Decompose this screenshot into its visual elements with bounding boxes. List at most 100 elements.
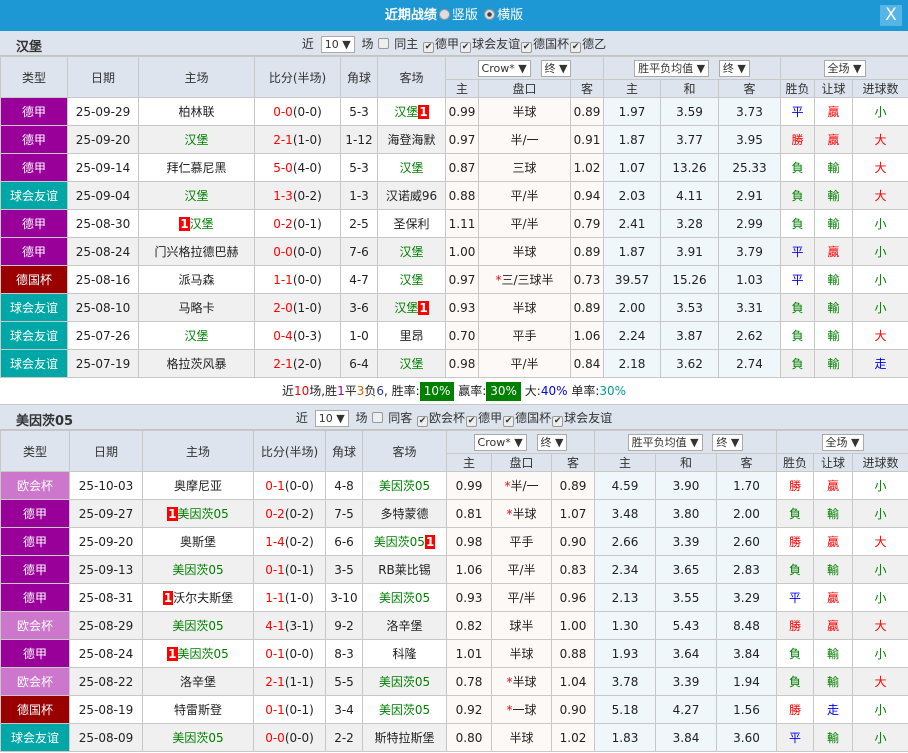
away-team-name[interactable]: 美因茨05 xyxy=(378,675,431,689)
score[interactable]: 1-4(0-2) xyxy=(253,527,326,556)
away-team-name[interactable]: 美因茨05 xyxy=(378,591,431,605)
away-team[interactable]: 汉堡1 xyxy=(377,97,446,126)
away-team-name[interactable]: 海登海默 xyxy=(387,133,436,147)
home-team[interactable]: 美因茨05 xyxy=(142,555,254,584)
away-team-name[interactable]: 美因茨05 xyxy=(378,703,431,717)
match-count-select[interactable]: 10 ▼ xyxy=(314,410,349,427)
league-type[interactable]: 欧会杯 xyxy=(0,611,70,640)
odds-state-select[interactable]: 终 ▼ xyxy=(712,433,744,451)
league-type[interactable]: 球会友谊 xyxy=(0,723,70,752)
company-select[interactable]: Crow* ▼ xyxy=(477,59,531,77)
score[interactable]: 0-1(0-1) xyxy=(253,695,326,724)
away-team[interactable]: 汉堡 xyxy=(377,153,446,182)
score[interactable]: 1-1(0-0) xyxy=(254,265,341,294)
home-team[interactable]: 汉堡 xyxy=(138,321,255,350)
away-team-name[interactable]: 里昂 xyxy=(399,329,424,343)
close-button[interactable]: X xyxy=(880,5,902,26)
home-team-name[interactable]: 美因茨05 xyxy=(177,647,229,661)
home-team-name[interactable]: 门兴格拉德巴赫 xyxy=(154,245,239,259)
league-type[interactable]: 德国杯 xyxy=(0,695,70,724)
period-select[interactable]: 全场 ▼ xyxy=(823,59,866,77)
league-type[interactable]: 德甲 xyxy=(0,237,68,266)
league-type[interactable]: 欧会杯 xyxy=(0,667,70,696)
away-team[interactable]: 多特蒙德 xyxy=(362,499,447,528)
score[interactable]: 0-1(0-1) xyxy=(253,555,326,584)
period-select[interactable]: 全场 ▼ xyxy=(821,433,864,451)
league-type[interactable]: 德甲 xyxy=(0,527,70,556)
home-team-name[interactable]: 沃尔夫斯堡 xyxy=(173,591,234,605)
league-type[interactable]: 球会友谊 xyxy=(0,321,68,350)
away-team[interactable]: 圣保利 xyxy=(377,209,446,238)
home-team-name[interactable]: 拜仁慕尼黑 xyxy=(166,161,227,175)
away-team[interactable]: 汉堡1 xyxy=(377,293,446,322)
home-team[interactable]: 美因茨05 xyxy=(142,611,254,640)
away-team[interactable]: RB莱比锡 xyxy=(362,555,447,584)
score[interactable]: 2-1(2-0) xyxy=(254,349,341,378)
home-team[interactable]: 派马森 xyxy=(138,265,255,294)
same-venue-checkbox[interactable] xyxy=(372,412,384,423)
away-team-name[interactable]: 汉堡 xyxy=(394,105,419,119)
home-team-name[interactable]: 马略卡 xyxy=(178,301,215,315)
away-team-name[interactable]: 科隆 xyxy=(392,647,417,661)
home-team-name[interactable]: 汉堡 xyxy=(184,329,209,343)
score[interactable]: 0-0(0-0) xyxy=(253,723,326,752)
league-type[interactable]: 德甲 xyxy=(0,583,70,612)
league-type[interactable]: 球会友谊 xyxy=(0,349,68,378)
score[interactable]: 2-1(1-1) xyxy=(253,667,326,696)
radio-landscape[interactable] xyxy=(484,9,496,20)
away-team-name[interactable]: 汉堡 xyxy=(399,161,424,175)
away-team-name[interactable]: 多特蒙德 xyxy=(380,507,429,521)
away-team[interactable]: 洛辛堡 xyxy=(362,611,447,640)
home-team-name[interactable]: 美因茨05 xyxy=(172,619,224,633)
home-team[interactable]: 1汉堡 xyxy=(138,209,255,238)
score[interactable]: 1-3(0-2) xyxy=(254,181,341,210)
home-team[interactable]: 拜仁慕尼黑 xyxy=(138,153,255,182)
odds-state-select[interactable]: 终 ▼ xyxy=(718,59,750,77)
away-team-name[interactable]: 美因茨05 xyxy=(373,535,425,549)
away-team-name[interactable]: 汉堡 xyxy=(399,273,424,287)
score[interactable]: 2-1(1-0) xyxy=(254,125,341,154)
home-team-name[interactable]: 汉堡 xyxy=(184,133,209,147)
away-team-name[interactable]: 圣保利 xyxy=(393,217,430,231)
score[interactable]: 0-1(0-0) xyxy=(253,471,326,500)
league-checkbox[interactable]: ✔ xyxy=(521,42,533,53)
home-team[interactable]: 洛辛堡 xyxy=(142,667,254,696)
home-team-name[interactable]: 奥摩尼亚 xyxy=(173,479,222,493)
league-checkbox[interactable]: ✔ xyxy=(423,42,435,53)
league-type[interactable]: 球会友谊 xyxy=(0,293,68,322)
league-type[interactable]: 德甲 xyxy=(0,125,68,154)
home-team[interactable]: 奥摩尼亚 xyxy=(142,471,254,500)
score[interactable]: 0-2(0-2) xyxy=(253,499,326,528)
league-checkbox[interactable]: ✔ xyxy=(466,416,478,427)
away-team[interactable]: 美因茨05 xyxy=(362,471,447,500)
handicap-state-select[interactable]: 终 ▼ xyxy=(540,59,572,77)
home-team[interactable]: 马略卡 xyxy=(138,293,255,322)
score[interactable]: 4-1(3-1) xyxy=(253,611,326,640)
away-team[interactable]: 美因茨05 xyxy=(362,667,447,696)
home-team[interactable]: 格拉茨风暴 xyxy=(138,349,255,378)
company-select[interactable]: Crow* ▼ xyxy=(473,433,527,451)
option-portrait-label[interactable]: 竖版 xyxy=(451,8,478,23)
away-team-name[interactable]: 汉堡 xyxy=(399,357,424,371)
home-team[interactable]: 1美因茨05 xyxy=(142,499,254,528)
away-team-name[interactable]: 美因茨05 xyxy=(378,479,431,493)
home-team-name[interactable]: 洛辛堡 xyxy=(179,675,216,689)
away-team-name[interactable]: RB莱比锡 xyxy=(378,563,431,577)
away-team[interactable]: 美因茨05 xyxy=(362,695,447,724)
home-team-name[interactable]: 柏林联 xyxy=(178,105,215,119)
away-team-name[interactable]: 汉堡 xyxy=(394,301,419,315)
away-team[interactable]: 汉堡 xyxy=(377,237,446,266)
away-team-name[interactable]: 斯特拉斯堡 xyxy=(374,731,435,745)
league-type[interactable]: 球会友谊 xyxy=(0,181,68,210)
league-type[interactable]: 德甲 xyxy=(0,209,68,238)
home-team-name[interactable]: 汉堡 xyxy=(184,189,209,203)
home-team[interactable]: 汉堡 xyxy=(138,125,255,154)
away-team-name[interactable]: 汉诺威96 xyxy=(385,189,438,203)
home-team[interactable]: 特雷斯登 xyxy=(142,695,254,724)
score[interactable]: 0-0(0-0) xyxy=(254,97,341,126)
handicap-state-select[interactable]: 终 ▼ xyxy=(536,433,568,451)
home-team-name[interactable]: 奥斯堡 xyxy=(179,535,216,549)
odds-type-select[interactable]: 胜平负均值 ▼ xyxy=(634,59,710,77)
league-type[interactable]: 德甲 xyxy=(0,153,68,182)
score[interactable]: 5-0(4-0) xyxy=(254,153,341,182)
